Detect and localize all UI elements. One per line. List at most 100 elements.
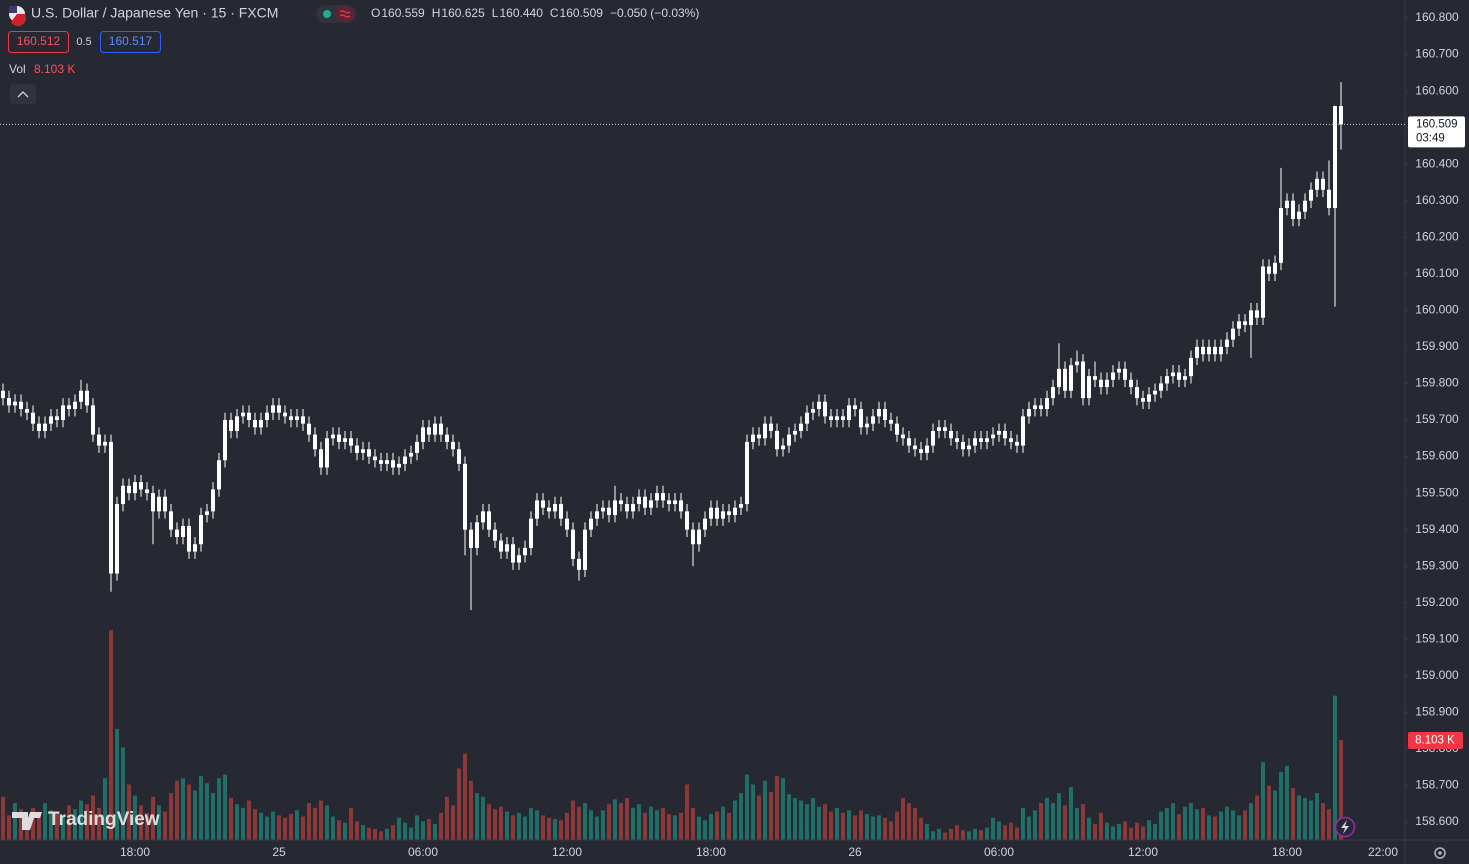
candle-body — [1099, 379, 1103, 388]
candle-body — [817, 401, 821, 410]
ask-box[interactable] — [100, 31, 161, 53]
candle-body — [1225, 339, 1229, 347]
volume-bar — [883, 817, 887, 840]
volume-bar — [259, 812, 263, 840]
volume-bar — [955, 825, 959, 840]
candle-body — [739, 504, 743, 508]
candle-body — [559, 504, 563, 519]
volume-bar — [1111, 826, 1115, 840]
volume-bar — [1255, 795, 1259, 840]
volume-bar — [349, 807, 353, 840]
volume-bar — [55, 812, 59, 840]
volume-bar — [793, 798, 797, 840]
candle-body — [1105, 379, 1109, 388]
volume-bar — [499, 806, 503, 840]
candle-body — [547, 507, 551, 512]
volume-bar — [931, 831, 935, 840]
volume-bar — [1219, 811, 1223, 840]
volume-bar — [613, 799, 617, 840]
candle-body — [571, 529, 575, 559]
volume-bar — [1195, 809, 1199, 840]
candle-body — [1111, 372, 1115, 380]
volume-bar — [517, 812, 521, 840]
candle-body — [781, 445, 785, 450]
volume-bar — [373, 828, 377, 840]
volume-bar — [787, 794, 791, 840]
volume-bar — [439, 812, 443, 840]
logo-text: TradingView — [48, 809, 160, 830]
volume-bar — [1021, 807, 1025, 840]
candle-body — [991, 434, 995, 439]
candle-body — [271, 405, 275, 413]
volume-bar — [1261, 762, 1265, 840]
volume-bar — [619, 802, 623, 840]
candle-body — [1195, 346, 1199, 358]
volume-bar — [265, 816, 269, 840]
y-tick-label: 158.900 — [1415, 705, 1459, 719]
x-tick-label: 18:00 — [120, 845, 150, 859]
volume-bar — [223, 774, 227, 840]
candle-body — [637, 496, 641, 505]
volume-bar — [1075, 807, 1079, 840]
candle-body — [1255, 310, 1259, 318]
volume-value: 8.103 K — [34, 62, 75, 76]
candle-body — [1021, 416, 1025, 446]
candle-body — [1279, 208, 1283, 263]
spread: 0.5 — [76, 36, 91, 48]
volume-bar — [1339, 740, 1343, 840]
volume-bar — [655, 810, 659, 840]
collapse-button[interactable] — [10, 84, 36, 104]
volume-bar — [181, 778, 185, 840]
volume-bar — [829, 811, 833, 840]
volume-bar — [697, 816, 701, 840]
volume-bar — [7, 815, 11, 840]
volume-bar — [241, 807, 245, 840]
x-tick-label: 26 — [848, 845, 862, 859]
candle-body — [679, 500, 683, 512]
candle-body — [379, 460, 383, 464]
candle-body — [151, 493, 155, 512]
bid-box[interactable] — [8, 31, 69, 53]
volume-bar — [1045, 798, 1049, 840]
volume-bar — [367, 827, 371, 840]
candle-body — [1153, 390, 1157, 395]
candle-body — [1309, 189, 1313, 201]
flag-icon-part — [11, 14, 27, 27]
volume-bar — [973, 828, 977, 840]
candle-body — [1201, 346, 1205, 355]
candle-body — [1159, 383, 1163, 391]
candle-body — [895, 423, 899, 435]
volume-bar — [907, 802, 911, 840]
candle-body — [691, 529, 695, 545]
volume-bar — [1009, 822, 1013, 840]
volume-bar — [1081, 804, 1085, 840]
candle-body — [463, 463, 467, 530]
candle-body — [1057, 368, 1061, 388]
volume-pane — [1, 630, 1343, 840]
volume-bar — [1201, 807, 1205, 840]
candle-body — [667, 500, 671, 505]
candle-body — [1015, 441, 1019, 446]
candle-body — [979, 438, 983, 442]
candle-body — [67, 405, 71, 410]
settings-button[interactable] — [1434, 847, 1446, 859]
candle-body — [937, 427, 941, 431]
volume-bar — [139, 805, 143, 840]
candle-body — [619, 500, 623, 505]
bid-price: 160.512 — [17, 34, 61, 48]
y-tick-label: 159.700 — [1415, 412, 1459, 426]
volume-bar — [1237, 815, 1241, 840]
candle-body — [1243, 321, 1247, 325]
candle-body — [289, 416, 293, 420]
volume-bar — [751, 784, 755, 840]
x-tick-label: 18:00 — [696, 845, 726, 859]
volume-bar — [859, 810, 863, 840]
candle-body — [727, 511, 731, 516]
last-price-tag — [1408, 116, 1465, 148]
volume-bar — [1117, 823, 1121, 840]
volume-bar — [1099, 812, 1103, 840]
volume-bar — [1177, 814, 1181, 840]
symbol-title[interactable]: U.S. Dollar / Japanese Yen · 15 · FXCM — [31, 5, 278, 21]
legend-change: −0.050 (−0.03%) — [610, 6, 699, 20]
